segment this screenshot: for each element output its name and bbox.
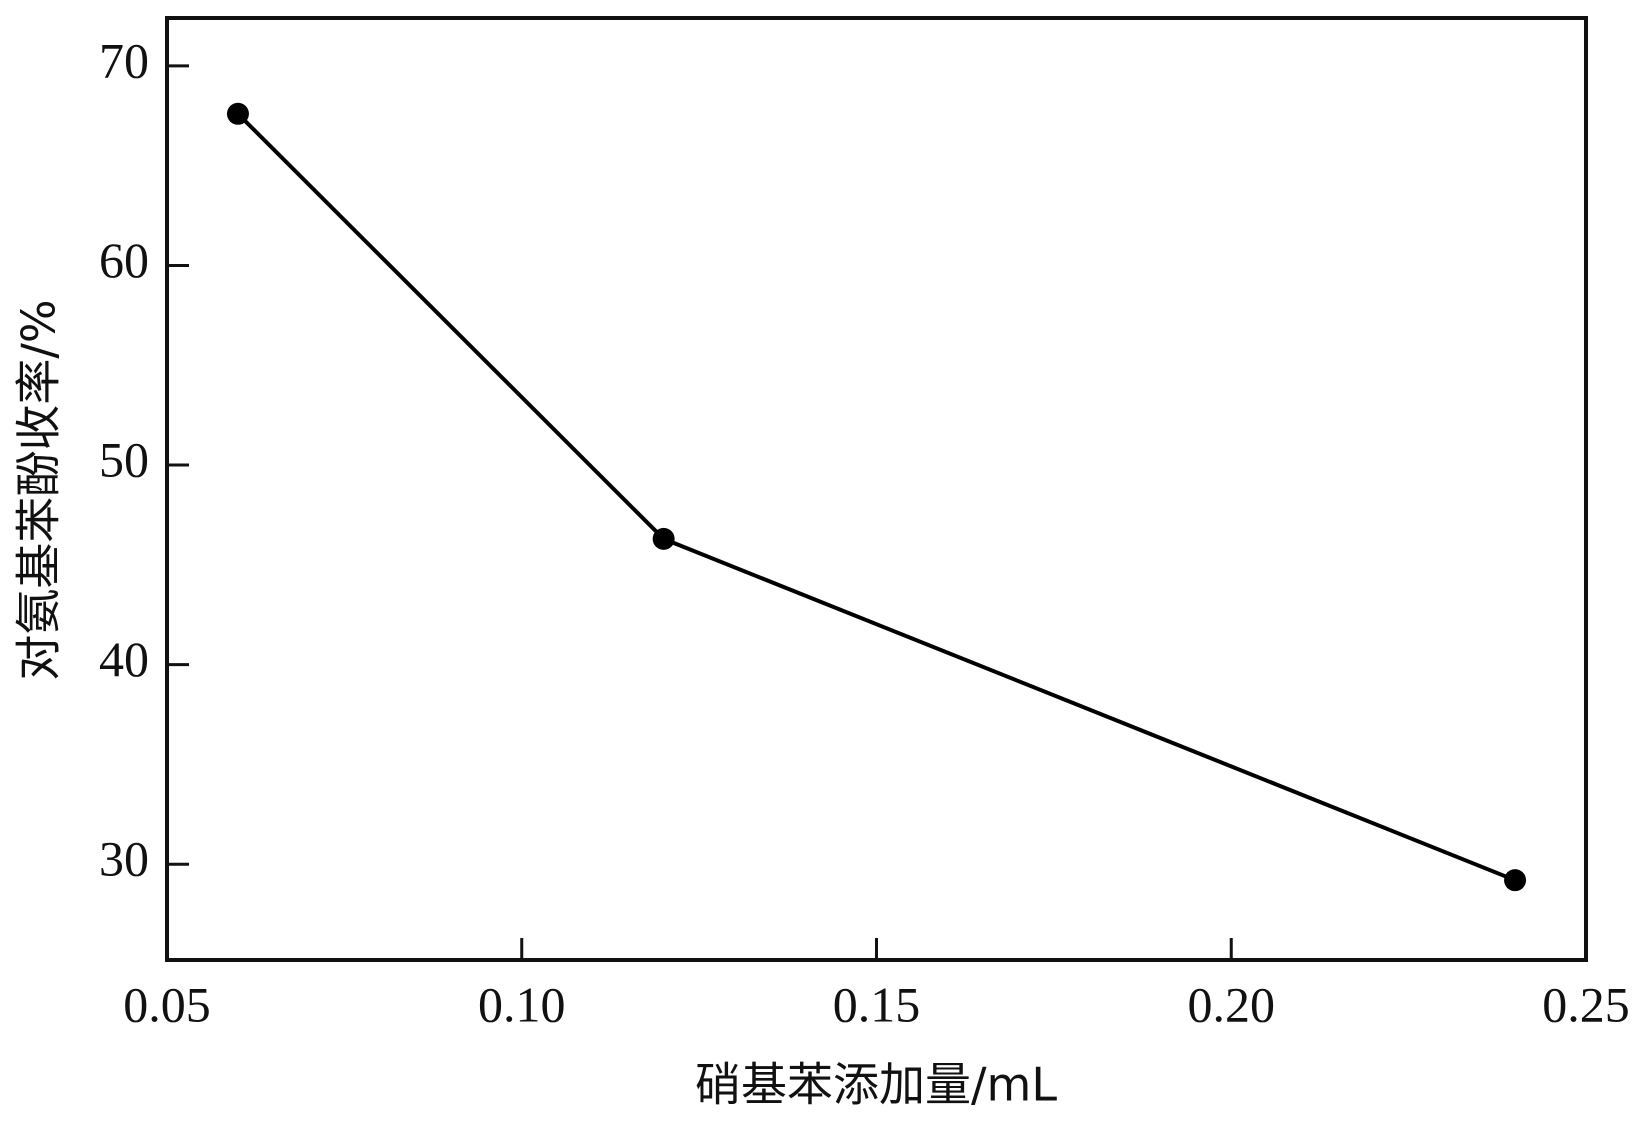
x-tick-label: 0.05: [123, 976, 211, 1032]
data-point: [1504, 869, 1527, 892]
x-tick-label: 0.20: [1188, 976, 1276, 1032]
y-tick-label: 30: [99, 831, 149, 887]
y-tick-label: 50: [99, 432, 149, 488]
data-line: [236, 112, 1516, 883]
x-tick-label: 0.10: [478, 976, 566, 1032]
y-axis-label: 对氨基苯酚收率/%: [12, 299, 66, 680]
x-tick-label: 0.25: [1542, 976, 1630, 1032]
data-point: [652, 527, 675, 550]
y-tick-label: 40: [99, 631, 149, 687]
plot-frame: [165, 16, 1588, 962]
y-tick-label: 70: [99, 32, 149, 88]
x-tick-label: 0.15: [833, 976, 921, 1032]
x-axis-label: 硝基苯添加量/mL: [695, 1058, 1057, 1112]
y-tick-label: 60: [99, 232, 149, 288]
data-point: [226, 102, 249, 125]
